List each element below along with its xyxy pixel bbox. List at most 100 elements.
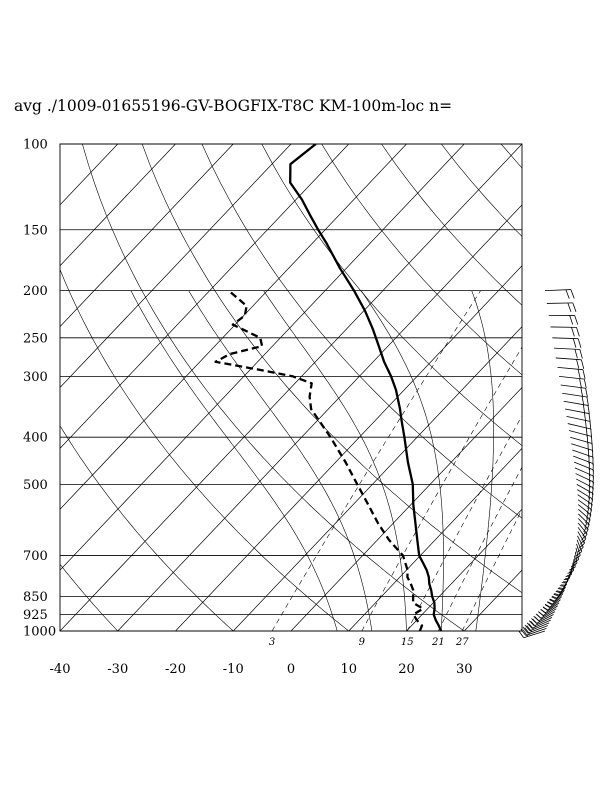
wind-barb [578, 518, 589, 535]
dry-adiabat-line [500, 144, 522, 169]
dry-adiabat-line [261, 144, 522, 446]
wind-barb [574, 467, 594, 484]
pressure-tick-label: 850 [23, 590, 48, 605]
isotherm-line [60, 144, 234, 328]
dry-adiabat-line [60, 268, 349, 631]
temperature-tick-label: 30 [456, 662, 473, 677]
isotherm-line [60, 144, 465, 571]
mixing-ratio-label: 27 [455, 637, 469, 648]
temperature-tick-label: 0 [287, 662, 295, 677]
wind-barb [567, 423, 592, 438]
moist-adiabat-lines [130, 290, 494, 631]
mixing-ratio-label: 3 [269, 637, 275, 648]
isotherm-line [60, 144, 522, 631]
pressure-tick-label: 700 [23, 549, 48, 564]
dewpoint-profile-line [214, 289, 425, 631]
moist-adiabat-line [130, 290, 338, 631]
isotherm-line [290, 386, 522, 631]
dry-adiabat-line [141, 144, 522, 594]
isotherm-line [521, 630, 522, 631]
wind-barb [576, 484, 594, 501]
wind-barb [563, 400, 590, 415]
isotherm-line [463, 569, 522, 631]
wind-barb [549, 590, 565, 602]
wind-barb [577, 522, 588, 539]
wind-barb [577, 489, 594, 506]
mixing-ratio-lines [271, 290, 522, 631]
wind-barb [578, 509, 591, 526]
mixing-ratio-line [438, 466, 522, 631]
wind-barb [544, 289, 575, 299]
wind-barb [573, 455, 594, 472]
isotherm-line [60, 144, 292, 389]
temperature-tick-label: -40 [50, 662, 71, 677]
wind-barb [575, 473, 594, 490]
isotherm-line [348, 447, 522, 631]
dry-adiabat-lines [60, 144, 522, 631]
isotherm-line [60, 144, 407, 510]
wind-barb [577, 494, 593, 511]
wind-barb [566, 415, 592, 431]
pressure-tick-label: 500 [23, 478, 48, 493]
dry-adiabat-line [82, 144, 465, 631]
temperature-tick-label: -20 [165, 662, 186, 677]
wind-barb [577, 527, 587, 543]
isotherm-line [232, 326, 522, 631]
temperature-tick-label: 10 [340, 662, 357, 677]
pressure-tick-labels: 100 150 200 250 300 400 500 700 850 925 1000 [23, 138, 56, 640]
isotherm-line [60, 144, 350, 449]
wind-barb [568, 430, 593, 445]
moist-adiabat-line [360, 290, 444, 631]
dry-adiabat-line [60, 563, 119, 631]
temperature-tick-label: -30 [107, 662, 128, 677]
wind-barb [557, 366, 586, 379]
mixing-ratio-label: 21 [431, 637, 445, 648]
wind-barb [577, 531, 586, 547]
sounding-profiles [214, 144, 443, 631]
wind-barbs [518, 289, 594, 639]
temperature-tick-labels: -40 -30 -20 -10 0 10 20 30 [50, 662, 473, 677]
wind-barb [546, 302, 577, 313]
isotherm-lines [0, 144, 522, 631]
pressure-tick-label: 100 [23, 138, 48, 153]
wind-barb [576, 478, 594, 495]
wind-barb [551, 586, 566, 599]
wind-barb [578, 513, 590, 530]
pressure-tick-label: 925 [23, 608, 48, 623]
wind-barb [550, 326, 580, 337]
wind-barb [552, 337, 582, 348]
moist-adiabat-line [471, 290, 494, 631]
pressure-tick-label: 1000 [23, 625, 56, 640]
temperature-tick-label: -10 [223, 662, 244, 677]
moist-adiabat-line [188, 290, 373, 631]
mixing-ratio-line [361, 346, 522, 631]
wind-barb [560, 384, 588, 398]
pressure-tick-label: 400 [23, 431, 48, 446]
chart-title: avg ./1009-01655196-GV-BOGFIX-T8C KM-100… [14, 97, 453, 115]
wind-barb [562, 392, 589, 407]
mixing-ratio-label: 9 [359, 637, 366, 648]
isotherm-line [60, 144, 176, 267]
isotherm-line [0, 144, 2, 631]
dry-adiabat-line [201, 144, 522, 519]
wind-barb [573, 461, 594, 478]
isotherm-line [406, 508, 522, 631]
wind-barb [548, 315, 579, 325]
wind-barb [577, 504, 592, 521]
mixing-ratio-label: 15 [401, 637, 414, 648]
mixing-ratio-line [271, 290, 481, 631]
wind-barb [554, 347, 583, 359]
background-lines [0, 144, 522, 631]
dry-adiabat-line [60, 425, 234, 631]
wind-barb [577, 499, 593, 516]
wind-barb [542, 599, 561, 611]
isotherm-line [175, 265, 522, 631]
wind-barb [547, 593, 564, 605]
isotherm-line [117, 204, 522, 631]
moist-adiabat-line [263, 290, 407, 631]
pressure-tick-label: 200 [23, 284, 48, 299]
mixing-ratio-line [461, 508, 522, 631]
isotherm-line [60, 144, 119, 206]
pressure-tick-label: 150 [23, 223, 48, 238]
